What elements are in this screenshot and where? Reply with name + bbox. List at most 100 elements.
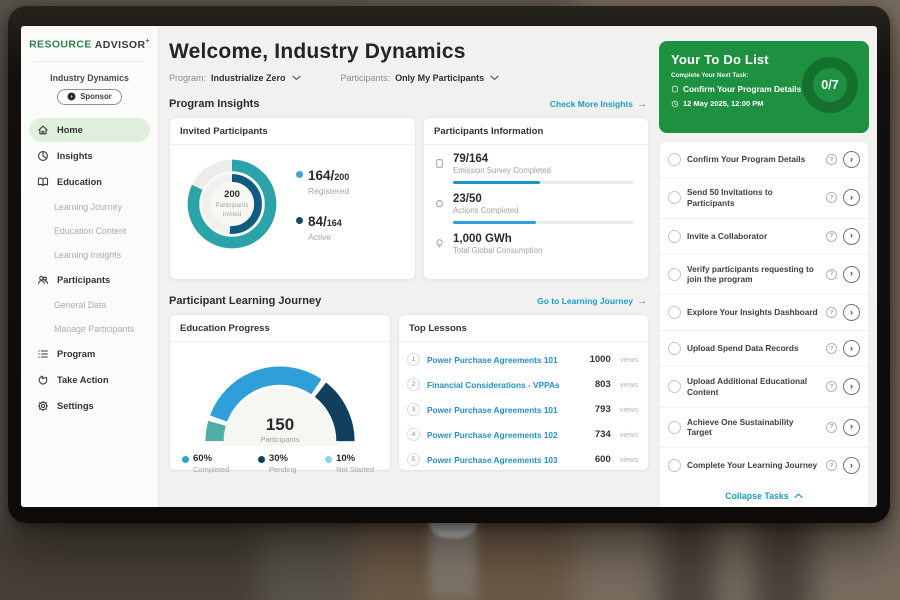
collapse-tasks-link[interactable]: Collapse Tasks: [660, 483, 868, 507]
participants-information-card: Participants Information 79/164 Emission…: [423, 117, 649, 280]
sidebar-item-take-action[interactable]: Take Action: [29, 368, 150, 392]
task-open-button[interactable]: ›: [843, 418, 860, 436]
legend-dot: [325, 456, 333, 463]
task-item[interactable]: Invite a Collaborator ? ›: [660, 217, 868, 254]
top-lessons-card: Top Lessons 1 Power Purchase Agreements …: [398, 314, 649, 471]
lesson-row[interactable]: 2 Financial Considerations - VPPAs 803 v…: [407, 372, 638, 397]
sidebar-item-general-data[interactable]: General Data: [54, 299, 107, 310]
card-title: Participants Information: [424, 118, 648, 145]
task-item[interactable]: Achieve One Sustainability Target ? ›: [660, 406, 868, 448]
task-item[interactable]: Verify participants requesting to join t…: [660, 253, 868, 295]
go-to-learning-journey-link[interactable]: Go to Learning Journey →: [537, 295, 647, 307]
task-checkbox[interactable]: [668, 267, 681, 281]
task-item[interactable]: Confirm Your Program Details ? ›: [660, 142, 868, 177]
education-icon: [37, 177, 49, 186]
progress-fill: [453, 181, 541, 184]
progress-track: [453, 221, 634, 224]
task-open-button[interactable]: ›: [843, 304, 860, 322]
participants-value: Only My Participants: [395, 73, 485, 83]
section-learning-journey: Participant Learning Journey: [169, 295, 322, 307]
stat-emission-survey: 79/164 Emission Survey Completed: [434, 153, 634, 184]
clock-icon: [671, 100, 679, 107]
lesson-rank: 1: [407, 353, 420, 366]
page-title: Welcome, Industry Dynamics: [169, 40, 466, 63]
progress-track: [453, 181, 634, 184]
lesson-row[interactable]: 5 Power Purchase Agreements 103 600 view…: [407, 447, 638, 472]
sidebar: RESOURCE ADVISOR+ Industry Dynamics Spons…: [21, 26, 159, 507]
chevron-down-icon: [291, 75, 301, 81]
task-item[interactable]: Explore Your Insights Dashboard ? ›: [660, 294, 868, 330]
card-title: Top Lessons: [399, 315, 648, 342]
sidebar-item-education[interactable]: Education: [29, 170, 150, 194]
help-icon: ?: [826, 381, 837, 393]
sidebar-item-settings[interactable]: Settings: [29, 394, 150, 418]
lesson-row[interactable]: 3 Power Purchase Agreements 101 793 view…: [407, 397, 638, 422]
help-icon: ?: [826, 421, 837, 433]
take-action-icon: [38, 375, 48, 385]
next-task-label: Confirm Your Program Details: [683, 84, 802, 94]
stat-actions-completed: 23/50 Actions Completed: [434, 193, 634, 224]
program-select[interactable]: Program: Industrialize Zero: [169, 73, 301, 83]
task-checkbox[interactable]: [668, 380, 681, 394]
help-icon: ?: [826, 154, 837, 165]
task-checkbox[interactable]: [668, 153, 681, 166]
task-checkbox[interactable]: [668, 191, 681, 205]
help-icon: ?: [826, 268, 837, 280]
task-open-button[interactable]: ›: [843, 265, 860, 283]
invited-donut-chart: 200 Participants Invited: [178, 150, 286, 258]
todo-task-list: Confirm Your Program Details ? › Send 50…: [659, 141, 869, 507]
lesson-row[interactable]: 4 Power Purchase Agreements 102 734 view…: [407, 422, 638, 447]
lesson-link[interactable]: Power Purchase Agreements 101: [427, 404, 558, 415]
todo-summary-card: Your To Do List Complete Your Next Task:…: [659, 41, 869, 133]
sidebar-item-manage-participants[interactable]: Manage Participants: [54, 323, 135, 334]
sidebar-item-participants[interactable]: Participants: [29, 268, 150, 292]
lesson-link[interactable]: Financial Considerations - VPPAs: [427, 379, 560, 390]
task-open-button[interactable]: ›: [843, 189, 860, 207]
task-open-button[interactable]: ›: [843, 227, 860, 245]
help-icon: ?: [826, 343, 837, 355]
consumption-icon: [434, 233, 446, 255]
task-open-button[interactable]: ›: [843, 151, 860, 168]
lesson-link[interactable]: Power Purchase Agreements 102: [427, 429, 558, 440]
sidebar-item-learning-insights[interactable]: Learning Insights: [54, 249, 121, 260]
task-item[interactable]: Complete Your Learning Journey ? ›: [660, 447, 868, 483]
legend-dot: [296, 170, 303, 178]
due-date: 12 May 2025, 12:00 PM: [683, 99, 764, 108]
task-checkbox[interactable]: [668, 229, 681, 243]
task-checkbox[interactable]: [668, 306, 681, 320]
chevron-right-icon: ›: [849, 459, 854, 471]
task-open-button[interactable]: ›: [843, 340, 860, 358]
divider: [33, 60, 146, 62]
chevron-right-icon: ›: [849, 421, 854, 433]
sidebar-item-learning-journey[interactable]: Learning Journey: [54, 201, 122, 212]
program-value: Industrialize Zero: [211, 73, 286, 83]
help-icon: ?: [826, 307, 837, 319]
org-name: Industry Dynamics: [50, 72, 129, 83]
lesson-rank: 5: [407, 453, 420, 466]
sidebar-item-program[interactable]: Program: [29, 342, 150, 366]
program-icon: [38, 349, 48, 358]
legend-pending: 30% Pending: [257, 453, 296, 474]
task-open-button[interactable]: ›: [843, 378, 860, 396]
sidebar-item-education-content[interactable]: Education Content: [54, 225, 127, 236]
lesson-link[interactable]: Power Purchase Agreements 101: [427, 354, 558, 365]
chevron-right-icon: ›: [849, 230, 854, 242]
legend-registered: 164/200 Registered: [296, 167, 349, 196]
education-progress-card: Education Progress 150 Participants: [169, 314, 391, 474]
sidebar-item-insights[interactable]: Insights: [29, 144, 150, 168]
lesson-row[interactable]: 1 Power Purchase Agreements 101 1000 vie…: [407, 347, 638, 372]
donut-center-value: 200: [224, 189, 240, 200]
lesson-link[interactable]: Power Purchase Agreements 103: [427, 454, 558, 465]
task-checkbox[interactable]: [668, 342, 681, 356]
task-checkbox[interactable]: [668, 420, 681, 434]
monitor-bezel: RESOURCE ADVISOR+ Industry Dynamics Spons…: [8, 6, 890, 523]
sidebar-item-home[interactable]: Home: [29, 117, 150, 142]
task-item[interactable]: Upload Additional Educational Content ? …: [660, 366, 868, 407]
task-checkbox[interactable]: [668, 459, 681, 473]
participants-select[interactable]: Participants: Only My Participants: [341, 73, 500, 83]
task-item[interactable]: Upload Spend Data Records ? ›: [660, 330, 868, 366]
task-open-button[interactable]: ›: [843, 457, 860, 475]
task-item[interactable]: Send 50 Invitations to Participants ? ›: [660, 177, 868, 218]
check-more-insights-link[interactable]: Check More Insights →: [549, 98, 647, 110]
settings-icon: [37, 400, 49, 411]
